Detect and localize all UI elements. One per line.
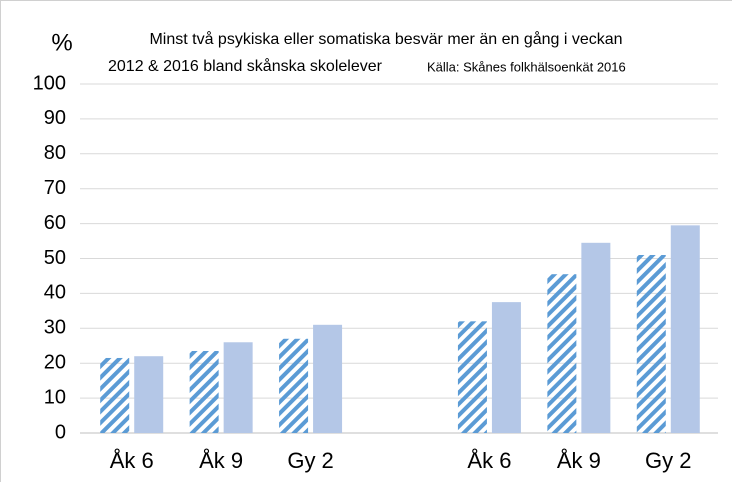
x-tick-label: Åk 9 <box>557 448 601 473</box>
chart-title: Minst två psykiska eller somatiska besvä… <box>149 30 622 48</box>
y-tick-label: 90 <box>44 107 66 129</box>
y-tick-label: 20 <box>44 351 66 373</box>
y-tick-label: 0 <box>55 421 66 443</box>
chart-subtitle: 2012 & 2016 bland skånska skolelever <box>108 57 383 75</box>
y-tick-label: 50 <box>44 247 66 269</box>
y-tick-label: 10 <box>44 386 66 408</box>
bar <box>189 350 219 433</box>
bar <box>491 302 521 433</box>
y-tick-label: 60 <box>44 212 66 234</box>
x-tick-label: Gy 2 <box>645 448 691 473</box>
source: Källa: Skånes folkhälsoenkät 2016 <box>427 59 626 74</box>
bar <box>670 225 700 433</box>
x-tick-label: Gy 2 <box>287 448 333 473</box>
x-tick-label: Åk 6 <box>467 448 511 473</box>
y-tick-label: 80 <box>44 142 66 164</box>
x-tick-label: Åk 6 <box>110 448 154 473</box>
bar <box>100 357 130 433</box>
bar <box>279 338 309 433</box>
bar <box>636 255 666 433</box>
bar <box>313 324 343 433</box>
bar <box>581 242 611 433</box>
bar <box>457 321 487 433</box>
bar <box>223 342 253 433</box>
y-tick-label: 70 <box>44 177 66 199</box>
x-tick-label: Åk 9 <box>199 448 243 473</box>
bar <box>547 274 577 433</box>
y-tick-label: 100 <box>33 72 66 94</box>
y-tick-label: 30 <box>44 317 66 339</box>
y-tick-label: 40 <box>44 282 66 304</box>
y-axis-label: % <box>51 29 72 56</box>
bar <box>134 356 164 433</box>
